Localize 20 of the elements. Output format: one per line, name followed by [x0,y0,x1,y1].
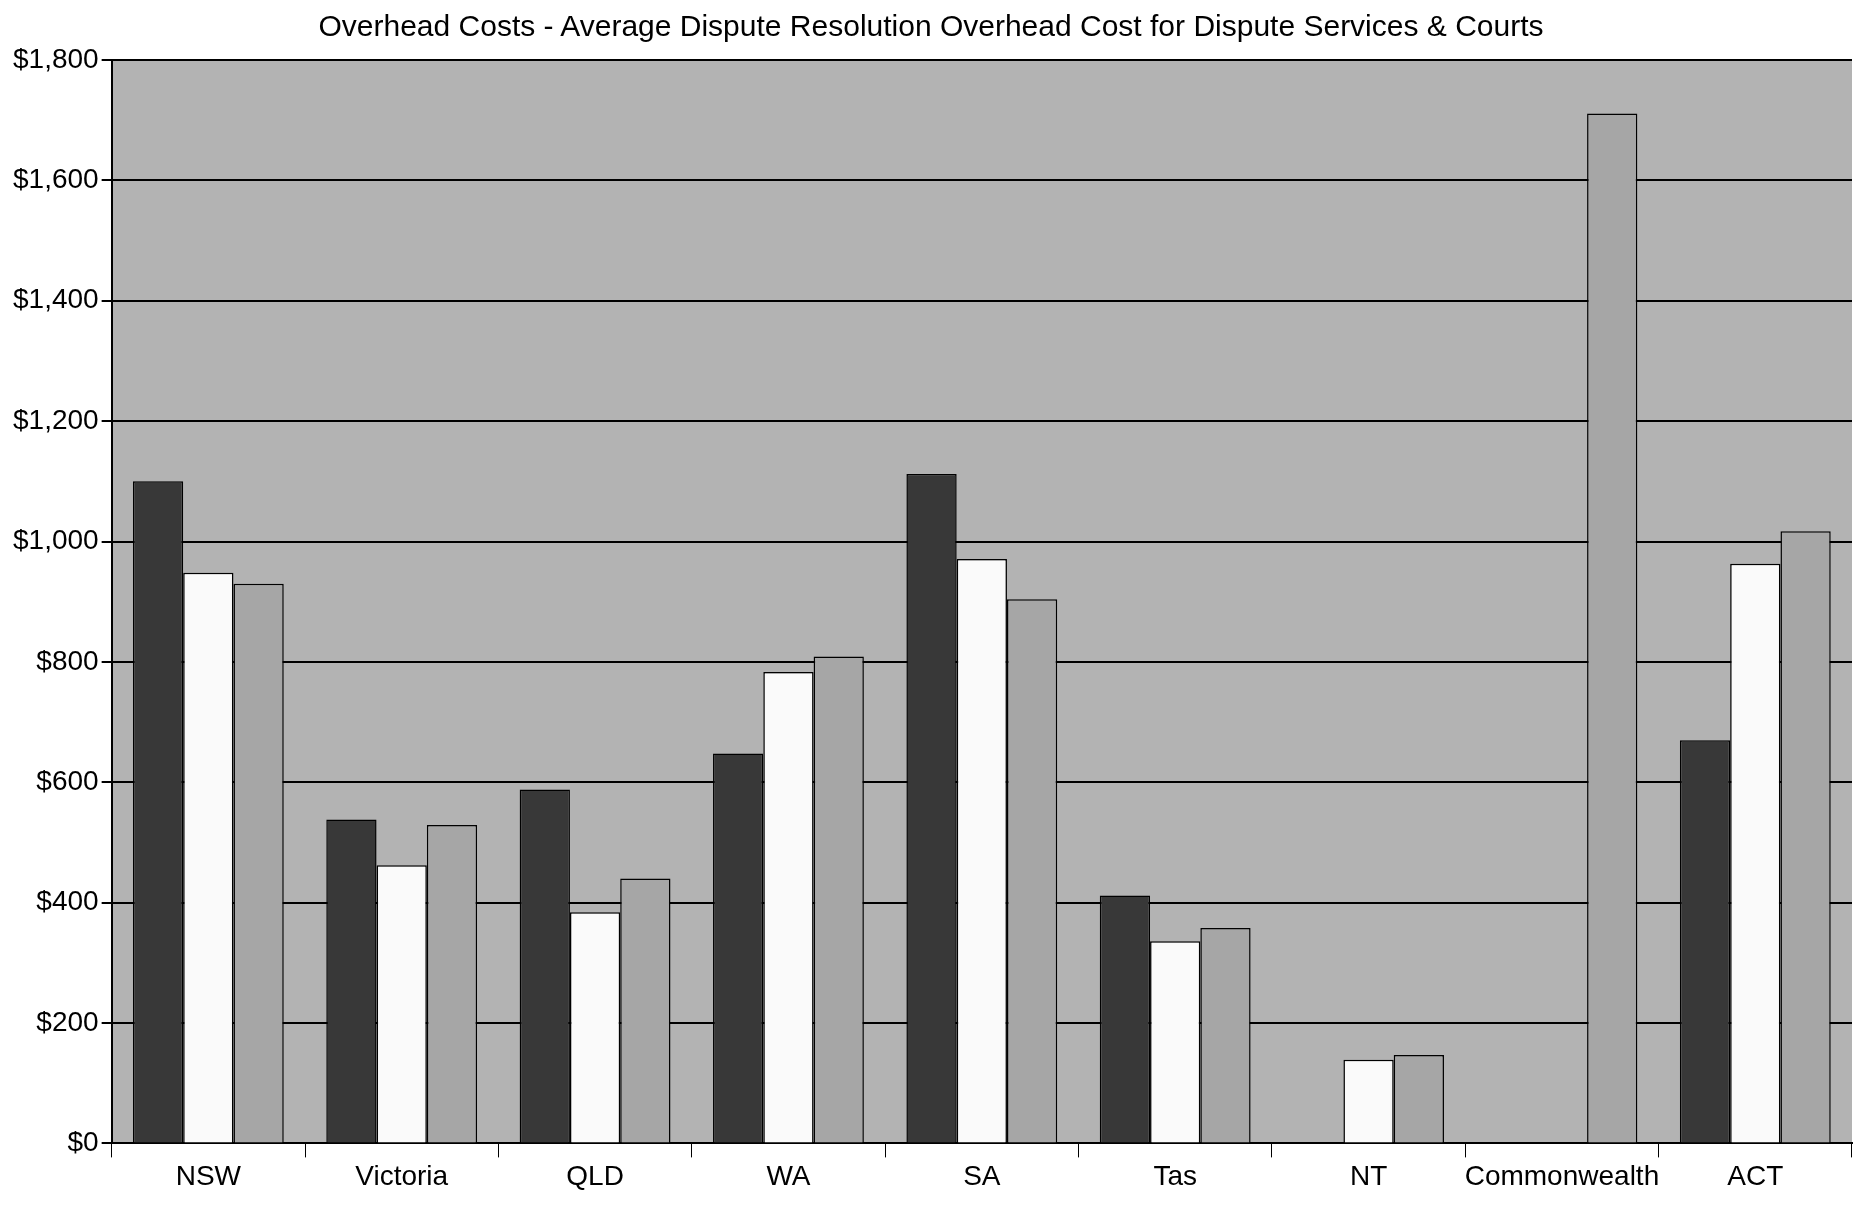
x-tick-label: SA [963,1159,1001,1191]
y-tick-label: $1,400 [13,283,99,315]
x-tick-label: Tas [1153,1159,1197,1191]
x-tick-label: Victoria [355,1159,449,1191]
y-tick-label: $1,800 [13,42,99,74]
x-tick-label: NT [1349,1159,1388,1191]
x-tick-label: QLD [566,1159,624,1191]
chart-title: Overhead Costs - Average Dispute Resolution Overhead Cost for Dispute Services & Courts [318,9,1544,43]
x-tick-label: Commonwealth [1464,1159,1660,1191]
x-tick-label: ACT [1727,1159,1784,1191]
y-tick-label: $0 [67,1126,99,1158]
x-tick-label: WA [766,1159,811,1191]
x-tick-label: NSW [175,1159,242,1191]
y-tick-label: $1,000 [13,524,99,556]
y-tick-label: $1,600 [13,163,99,195]
y-tick-label: $600 [36,764,99,796]
y-tick-label: $800 [36,644,99,676]
y-tick-label: $200 [36,1005,99,1037]
y-tick-label: $400 [36,885,99,917]
y-tick-label: $1,200 [13,403,99,435]
